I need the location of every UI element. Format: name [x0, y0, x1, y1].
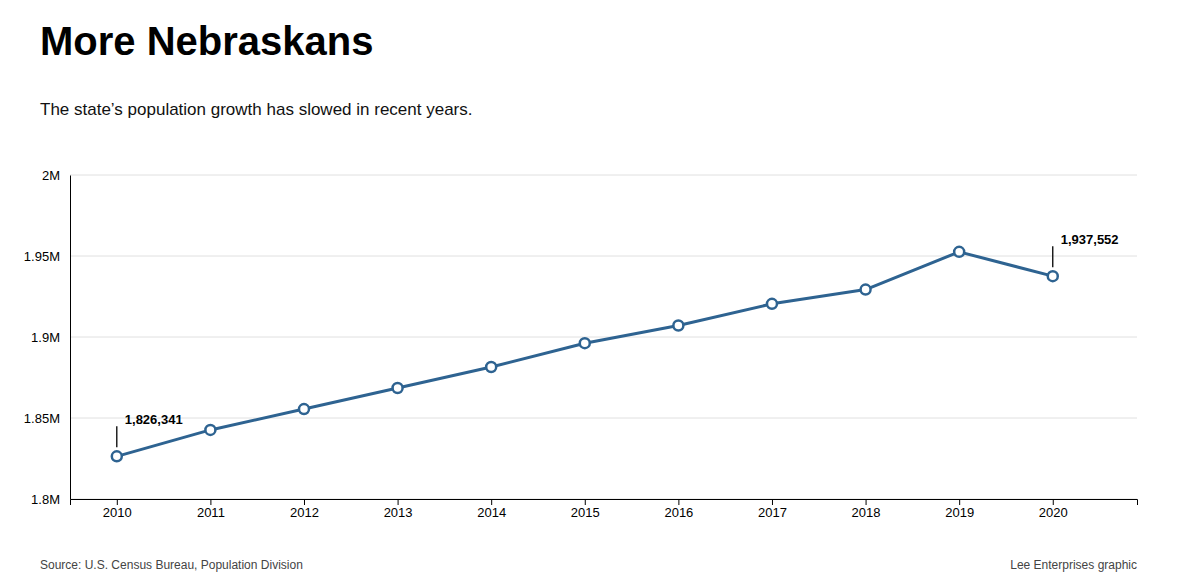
grid — [70, 175, 1137, 499]
tick-mark — [1053, 499, 1054, 505]
tick-label: 1.95M — [24, 249, 60, 264]
y-tick: 1.9M — [31, 330, 70, 345]
x-tick: 2012 — [290, 499, 319, 520]
tick-label: 2015 — [571, 505, 600, 520]
source: Source: U.S. Census Bureau, Population D… — [40, 558, 303, 572]
annotations: 1,826,341 1,937,552 — [117, 232, 1119, 447]
tick-label: 2011 — [197, 505, 225, 520]
tick-label: 1.8M — [31, 492, 60, 507]
grid-line — [70, 418, 1137, 419]
x-tick: 2019 — [945, 499, 974, 520]
y-axis: 1.8M 1.85M 1.9M 1.95M 2M — [24, 168, 71, 507]
tick-mark — [678, 499, 679, 505]
x-axis: 2010 2011 2012 2013 2014 2015 2016 2017 2018 2019… — [71, 499, 1138, 520]
x-tick: 2018 — [852, 499, 881, 520]
y-tick: 2M — [42, 168, 70, 183]
tick-mark — [117, 499, 118, 505]
point — [205, 425, 215, 435]
tick-label: 2018 — [852, 505, 881, 520]
x-tick: 2011 — [197, 499, 225, 520]
plot: 1.8M 1.85M 1.9M 1.95M 2M 2010 2011 2012 2013 2014… — [24, 168, 1138, 521]
title: More Nebraskans — [40, 19, 373, 63]
credit: Lee Enterprises graphic — [1010, 558, 1137, 572]
tick-label: 2020 — [1039, 505, 1068, 520]
tick-label: 2M — [42, 168, 60, 183]
axis-domain — [71, 500, 1138, 506]
tick-label: 2012 — [290, 505, 319, 520]
tick-mark — [585, 499, 586, 505]
point — [954, 247, 964, 257]
point — [673, 320, 683, 330]
x-tick: 2020 — [1039, 499, 1068, 520]
line — [117, 252, 1053, 456]
y-tick: 1.85M — [24, 411, 70, 426]
x-tick: 2014 — [477, 499, 506, 520]
x-tick: 2015 — [571, 499, 600, 520]
x-tick: 2017 — [758, 499, 787, 520]
tick-label: 2010 — [103, 505, 132, 520]
tick-label: 1.9M — [31, 330, 60, 345]
x-tick: 2016 — [664, 499, 693, 520]
point — [1048, 271, 1058, 281]
point — [486, 362, 496, 372]
tick-mark — [210, 499, 211, 505]
tick-label: 2014 — [477, 505, 506, 520]
x-tick: 2010 — [103, 499, 132, 520]
point — [580, 338, 590, 348]
grid-line — [70, 175, 1137, 176]
tick-label: 2013 — [384, 505, 413, 520]
x-tick: 2013 — [384, 499, 413, 520]
axis-domain — [70, 176, 71, 500]
point — [112, 451, 122, 461]
grid-line — [70, 337, 1137, 338]
annotation-line — [116, 426, 117, 447]
tick-label: 1.85M — [24, 411, 60, 426]
subtitle: The state’s population growth has slowed… — [40, 100, 473, 119]
tick-label: 2016 — [664, 505, 693, 520]
tick-mark — [959, 499, 960, 505]
point — [393, 383, 403, 393]
tick-mark — [772, 499, 773, 505]
tick-mark — [491, 499, 492, 505]
annotation: 1,826,341 — [125, 412, 183, 427]
tick-mark — [398, 499, 399, 505]
annotation: 1,937,552 — [1061, 232, 1119, 247]
y-tick: 1.8M — [31, 492, 70, 507]
y-tick: 1.95M — [24, 249, 70, 264]
point — [299, 404, 309, 414]
tick-mark — [866, 499, 867, 505]
point — [767, 299, 777, 309]
tick-mark — [304, 499, 305, 505]
marks — [112, 247, 1058, 461]
tick-label: 2019 — [945, 505, 974, 520]
point — [861, 285, 871, 295]
tick-label: 2017 — [758, 505, 787, 520]
chart: More Nebraskans The state’s population gr… — [0, 0, 1177, 579]
annotation-line — [1052, 246, 1053, 267]
